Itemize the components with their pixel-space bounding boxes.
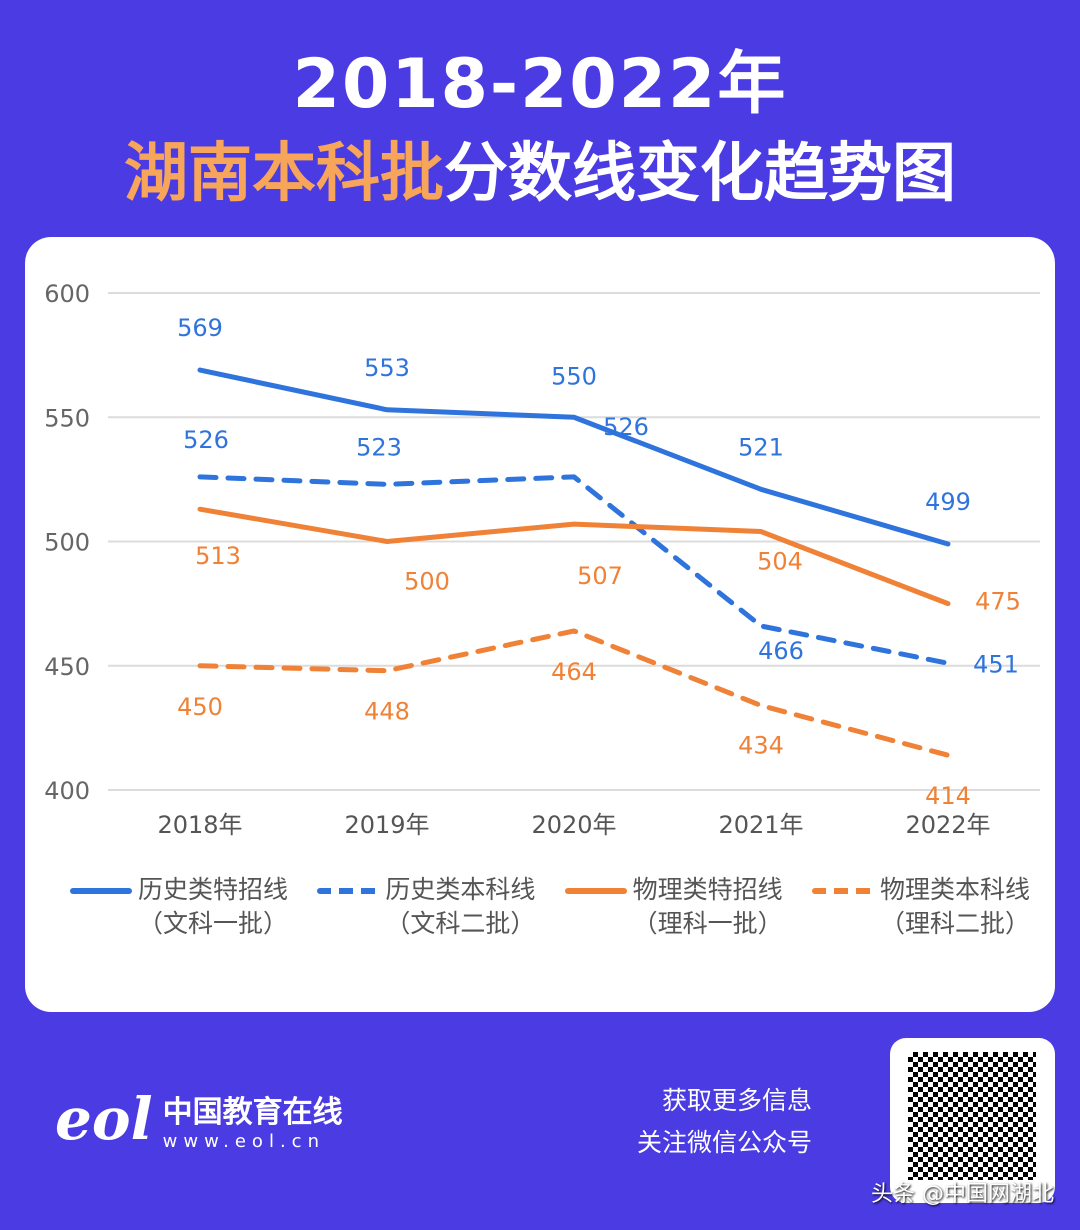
data-label: 500	[404, 568, 450, 596]
legend-item: 历史类特招线 （文科一批）	[70, 873, 288, 941]
info-line-1: 获取更多信息	[661, 1086, 812, 1115]
data-label: 526	[183, 426, 229, 454]
info-text: 获取更多信息 关注微信公众号	[637, 1080, 812, 1164]
legend-label: 物理类特招线	[632, 875, 783, 904]
y-tick-label: 600	[44, 280, 90, 308]
watermark: 头条 @中国网湖北	[871, 1182, 1054, 1207]
series-line	[197, 506, 951, 607]
data-label: 523	[356, 433, 402, 461]
data-label: 499	[925, 488, 971, 516]
y-tick-label: 500	[44, 529, 90, 557]
data-label: 466	[758, 637, 804, 665]
brand-url: www.eol.cn	[162, 1130, 325, 1152]
legend-item: 物理类本科线 （理科二批）	[811, 873, 1030, 941]
data-label: 526	[603, 413, 649, 441]
chart-card	[25, 237, 1055, 1012]
series-line	[197, 628, 951, 758]
series-line	[197, 367, 951, 547]
logo-mark: eol	[55, 1085, 153, 1153]
data-label: 414	[925, 782, 971, 810]
data-label: 475	[975, 588, 1021, 616]
qr-code	[890, 1038, 1055, 1203]
legend-swatch	[317, 888, 380, 894]
data-label: 504	[757, 548, 803, 576]
data-label: 569	[177, 314, 223, 342]
series-line	[197, 474, 951, 666]
eol-logo: eol 中国教育在线 www.eol.cn	[55, 1085, 343, 1153]
brand-name: 中国教育在线	[162, 1094, 343, 1130]
y-tick-label: 400	[44, 777, 90, 805]
x-tick-label: 2022年	[905, 811, 990, 839]
legend-label: 历史类本科线	[385, 875, 536, 904]
info-line-2: 关注微信公众号	[636, 1128, 812, 1157]
legend-sub: （文科二批）	[385, 909, 536, 938]
legend-swatch	[564, 888, 627, 894]
legend-label: 历史类特招线	[138, 875, 289, 904]
qr-pattern	[908, 1052, 1036, 1180]
y-tick-label: 550	[44, 404, 90, 432]
x-tick-label: 2020年	[531, 811, 616, 839]
title-line-1: 2018-2022年	[292, 45, 788, 124]
data-label: 464	[551, 658, 597, 686]
data-label: 521	[738, 433, 784, 461]
title-rest: 分数线变化趋势图	[444, 137, 956, 211]
data-label: 448	[364, 698, 410, 726]
x-tick-label: 2021年	[718, 811, 803, 839]
x-tick-label: 2018年	[157, 811, 242, 839]
legend-sub: （理科一批）	[632, 909, 783, 938]
legend-swatch	[811, 888, 874, 894]
data-label: 451	[973, 650, 1019, 678]
legend-item: 历史类本科线 （文科二批）	[317, 873, 535, 941]
data-label: 450	[177, 693, 223, 721]
data-label: 513	[195, 542, 241, 570]
data-label: 507	[577, 562, 623, 590]
data-label: 434	[738, 732, 784, 760]
title-highlight: 湖南本科批	[124, 137, 444, 211]
legend: 历史类特招线 （文科一批） 历史类本科线 （文科二批） 物理类特招线 （理科一批） 物…	[70, 873, 1030, 941]
title-line-2: 湖南本科批分数线变化趋势图	[0, 122, 1080, 214]
legend-item: 物理类特招线 （理科一批）	[564, 873, 783, 941]
legend-swatch	[70, 888, 132, 894]
legend-sub: （理科二批）	[879, 909, 1030, 938]
legend-sub: （文科一批）	[138, 909, 289, 938]
data-label: 553	[364, 354, 410, 382]
data-label: 550	[551, 362, 597, 390]
y-tick-label: 450	[44, 653, 90, 681]
x-tick-label: 2019年	[344, 811, 429, 839]
legend-label: 物理类本科线	[879, 875, 1030, 904]
